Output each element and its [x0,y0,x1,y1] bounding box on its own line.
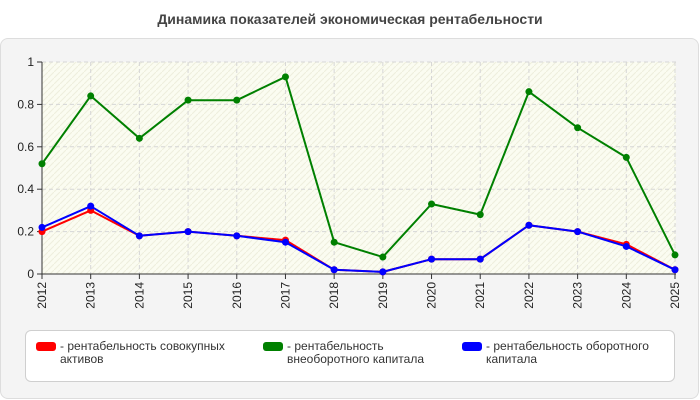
data-point [233,232,241,240]
y-tick-label: 0 [27,267,34,281]
data-point [476,255,484,263]
data-point [671,266,679,274]
x-tick-label: 2014 [132,282,146,309]
data-point [574,228,582,236]
legend-label: - рентабельность оборотного капитала [486,340,649,366]
legend-label-line1: рентабельность оборотного [493,339,649,353]
data-point [379,268,387,276]
data-point [87,92,95,100]
data-point [622,242,630,250]
x-tick-label: 2015 [181,282,195,309]
x-tick-label: 2012 [35,282,49,309]
x-tick-label: 2023 [571,282,585,309]
x-tick-label: 2021 [473,282,487,309]
legend-dash: - [486,339,490,353]
legend-label-line1: рентабельность [294,339,384,353]
legend-swatch-red [36,342,56,351]
x-tick-label: 2017 [278,282,292,309]
chart-legend: - рентабельность совокупных активов - ре… [25,330,675,382]
legend-dash: - [287,339,291,353]
data-point [281,73,289,81]
data-point [574,124,582,132]
series-line [41,205,676,273]
data-point [428,255,436,263]
data-point [379,253,387,261]
legend-dash: - [60,339,64,353]
chart-title: Динамика показателей экономическая рента… [157,11,543,27]
legend-label-line1: рентабельность совокупных [67,339,225,353]
legend-label-line2: внеоборотного капитала [287,352,424,366]
data-point [622,153,630,161]
data-point [525,221,533,229]
y-tick-label: 0.6 [17,140,34,154]
data-point [135,134,143,142]
x-tick-label: 2025 [668,282,682,309]
data-point [476,211,484,219]
x-tick-label: 2016 [230,282,244,309]
legend-label-line2: капитала [486,352,538,366]
plot-area [42,62,676,274]
y-tick-label: 0.8 [17,97,34,111]
data-point [428,200,436,208]
data-point [671,251,679,259]
data-point [330,266,338,274]
data-point [87,202,95,210]
y-tick-label: 0.4 [17,182,34,196]
data-point [281,238,289,246]
x-tick-label: 2020 [425,282,439,309]
legend-label: - рентабельность внеоборотного капитала [287,340,424,366]
data-point [38,160,46,168]
data-point [525,88,533,96]
data-point [184,96,192,104]
legend-swatch-blue [462,342,482,351]
legend-label: - рентабельность совокупных активов [60,340,225,366]
data-point [233,96,241,104]
x-tick-label: 2019 [376,282,390,309]
data-point [184,228,192,236]
data-point [330,238,338,246]
legend-label-line2: активов [60,352,104,366]
x-tick-label: 2018 [327,282,341,309]
x-tick-label: 2022 [522,282,536,309]
legend-swatch-green [263,342,283,351]
x-tick-label: 2013 [84,282,98,309]
x-tick-label: 2024 [619,282,633,309]
y-tick-label: 0.2 [17,225,34,239]
y-tick-label: 1 [27,55,34,69]
series-line [41,75,676,258]
data-point [38,223,46,231]
data-point [135,232,143,240]
